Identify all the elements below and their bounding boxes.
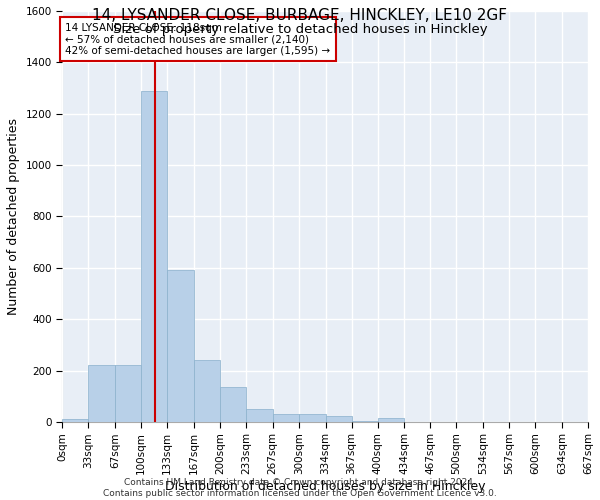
Bar bbox=[326, 416, 352, 422]
Bar bbox=[272, 414, 299, 422]
Bar bbox=[141, 90, 167, 422]
Bar bbox=[246, 409, 272, 422]
Bar bbox=[62, 420, 88, 422]
Bar bbox=[88, 366, 115, 422]
Text: Size of property relative to detached houses in Hinckley: Size of property relative to detached ho… bbox=[113, 22, 487, 36]
Text: Contains HM Land Registry data © Crown copyright and database right 2024.
Contai: Contains HM Land Registry data © Crown c… bbox=[103, 478, 497, 498]
Bar bbox=[194, 360, 220, 422]
X-axis label: Distribution of detached houses by size in Hinckley: Distribution of detached houses by size … bbox=[165, 480, 485, 493]
Text: 14 LYSANDER CLOSE: 118sqm
← 57% of detached houses are smaller (2,140)
42% of se: 14 LYSANDER CLOSE: 118sqm ← 57% of detac… bbox=[65, 22, 331, 56]
Bar bbox=[377, 418, 404, 422]
Bar bbox=[220, 388, 246, 422]
Bar bbox=[299, 414, 326, 422]
Bar bbox=[352, 420, 377, 422]
Y-axis label: Number of detached properties: Number of detached properties bbox=[7, 118, 20, 315]
Bar bbox=[167, 270, 194, 422]
Text: 14, LYSANDER CLOSE, BURBAGE, HINCKLEY, LE10 2GF: 14, LYSANDER CLOSE, BURBAGE, HINCKLEY, L… bbox=[92, 8, 508, 22]
Bar bbox=[115, 366, 141, 422]
